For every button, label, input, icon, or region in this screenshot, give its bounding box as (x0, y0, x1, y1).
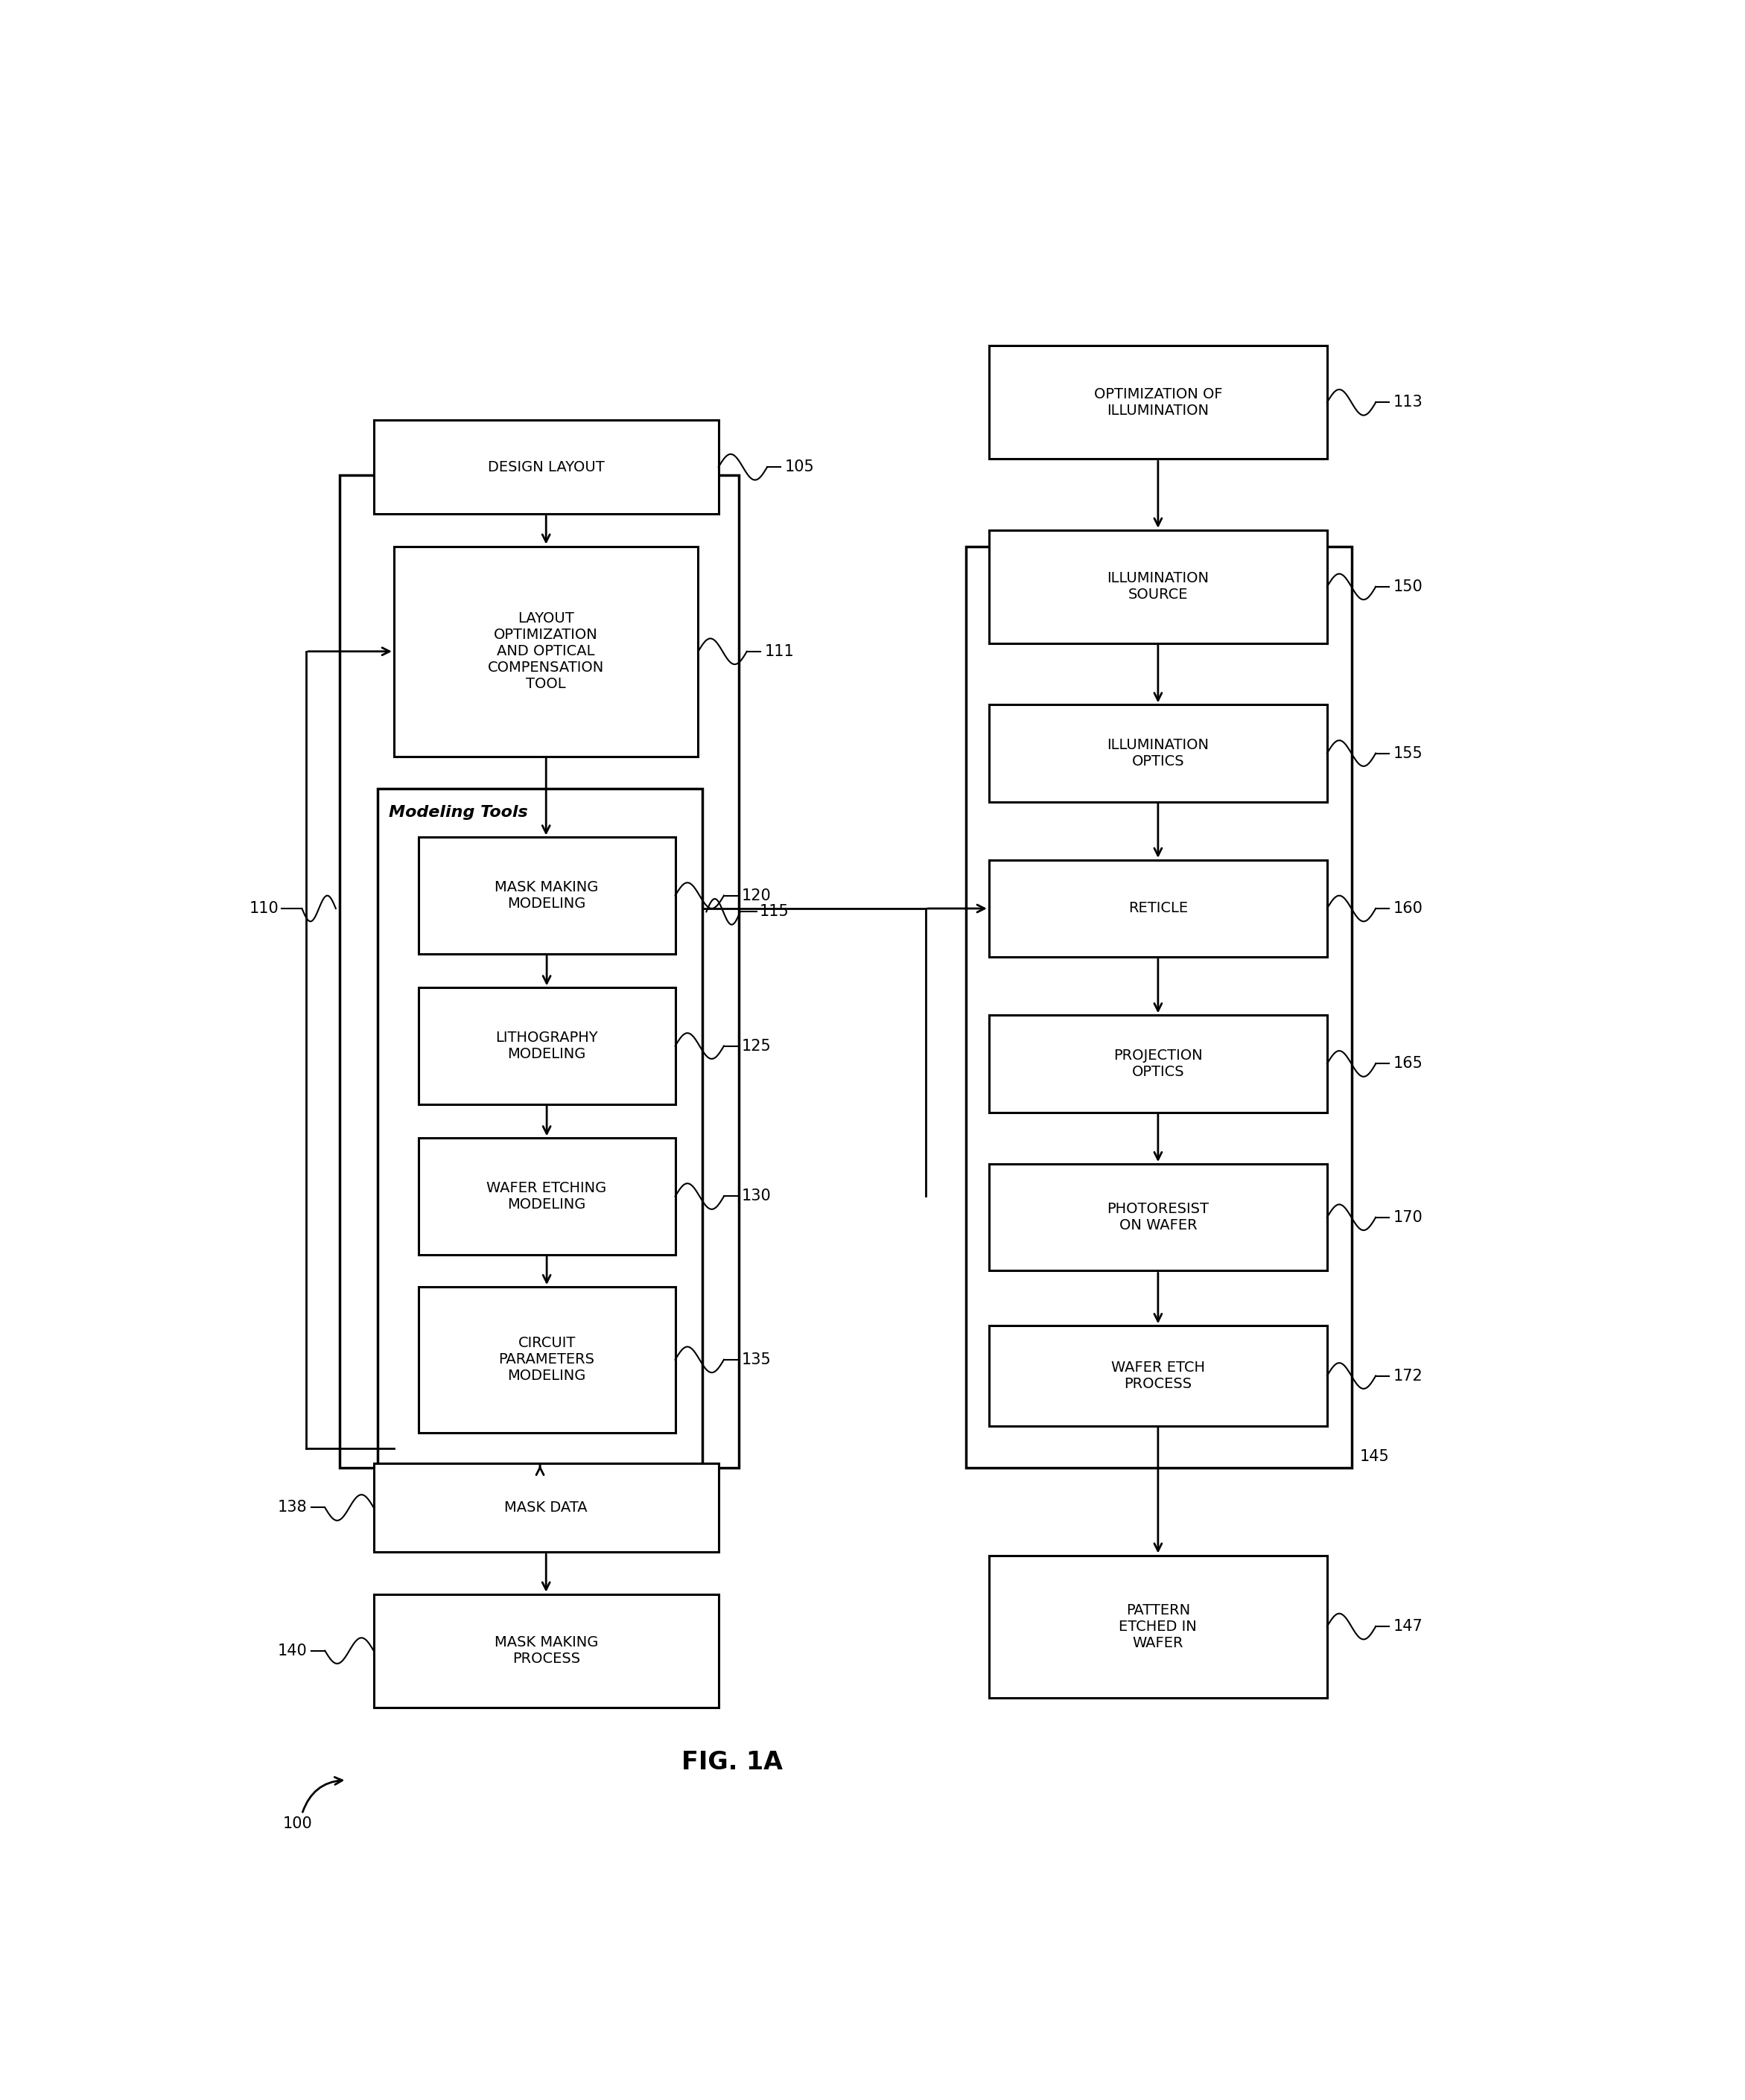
Text: 111: 111 (764, 645, 794, 659)
Text: 170: 170 (1393, 1210, 1422, 1224)
Text: 140: 140 (277, 1644, 307, 1659)
Text: 160: 160 (1393, 901, 1422, 916)
Text: 125: 125 (742, 1040, 771, 1054)
Text: ILLUMINATION
OPTICS: ILLUMINATION OPTICS (1106, 737, 1209, 769)
Text: 155: 155 (1393, 745, 1422, 760)
Text: 138: 138 (277, 1499, 307, 1514)
Text: LITHOGRAPHY
MODELING: LITHOGRAPHY MODELING (496, 1031, 599, 1060)
Text: WAFER ETCHING
MODELING: WAFER ETCHING MODELING (487, 1180, 607, 1212)
Text: 105: 105 (785, 460, 815, 475)
FancyBboxPatch shape (989, 861, 1328, 958)
Text: ILLUMINATION
SOURCE: ILLUMINATION SOURCE (1106, 571, 1209, 603)
Text: 172: 172 (1393, 1369, 1422, 1384)
Text: RETICLE: RETICLE (1129, 901, 1188, 916)
FancyBboxPatch shape (989, 706, 1328, 802)
Text: PROJECTION
OPTICS: PROJECTION OPTICS (1113, 1048, 1202, 1079)
Text: 113: 113 (1393, 395, 1422, 409)
FancyBboxPatch shape (989, 1325, 1328, 1426)
Text: LAYOUT
OPTIMIZATION
AND OPTICAL
COMPENSATION
TOOL: LAYOUT OPTIMIZATION AND OPTICAL COMPENSA… (489, 611, 604, 691)
Text: 115: 115 (759, 905, 789, 920)
Text: 110: 110 (250, 901, 279, 916)
Text: DESIGN LAYOUT: DESIGN LAYOUT (487, 460, 604, 475)
Text: Modeling Tools: Modeling Tools (389, 804, 527, 819)
FancyBboxPatch shape (989, 1163, 1328, 1270)
FancyBboxPatch shape (989, 1014, 1328, 1113)
Text: MASK MAKING
MODELING: MASK MAKING MODELING (496, 880, 599, 911)
Text: 120: 120 (742, 888, 771, 903)
FancyBboxPatch shape (967, 546, 1351, 1468)
FancyBboxPatch shape (419, 1138, 675, 1254)
Text: 150: 150 (1393, 580, 1422, 594)
Text: 130: 130 (742, 1189, 771, 1203)
Text: 147: 147 (1393, 1619, 1422, 1634)
Text: FIG. 1A: FIG. 1A (681, 1749, 784, 1774)
FancyBboxPatch shape (989, 1556, 1328, 1697)
Text: 135: 135 (742, 1352, 771, 1367)
FancyBboxPatch shape (377, 790, 701, 1468)
Text: PHOTORESIST
ON WAFER: PHOTORESIST ON WAFER (1106, 1201, 1209, 1233)
FancyBboxPatch shape (419, 838, 675, 953)
FancyBboxPatch shape (340, 475, 738, 1468)
FancyBboxPatch shape (373, 1464, 719, 1552)
Text: MASK MAKING
PROCESS: MASK MAKING PROCESS (494, 1636, 599, 1665)
FancyBboxPatch shape (394, 546, 698, 756)
FancyBboxPatch shape (989, 346, 1328, 460)
FancyBboxPatch shape (373, 420, 719, 514)
Text: 100: 100 (283, 1816, 312, 1831)
Text: 165: 165 (1393, 1056, 1422, 1071)
FancyBboxPatch shape (419, 1287, 675, 1432)
FancyBboxPatch shape (989, 529, 1328, 643)
Text: 145: 145 (1359, 1449, 1389, 1464)
Text: MASK DATA: MASK DATA (504, 1502, 588, 1514)
Text: OPTIMIZATION OF
ILLUMINATION: OPTIMIZATION OF ILLUMINATION (1094, 386, 1222, 418)
FancyBboxPatch shape (373, 1594, 719, 1707)
FancyBboxPatch shape (419, 987, 675, 1105)
Text: PATTERN
ETCHED IN
WAFER: PATTERN ETCHED IN WAFER (1119, 1602, 1197, 1651)
Text: CIRCUIT
PARAMETERS
MODELING: CIRCUIT PARAMETERS MODELING (499, 1336, 595, 1384)
Text: WAFER ETCH
PROCESS: WAFER ETCH PROCESS (1112, 1361, 1206, 1390)
